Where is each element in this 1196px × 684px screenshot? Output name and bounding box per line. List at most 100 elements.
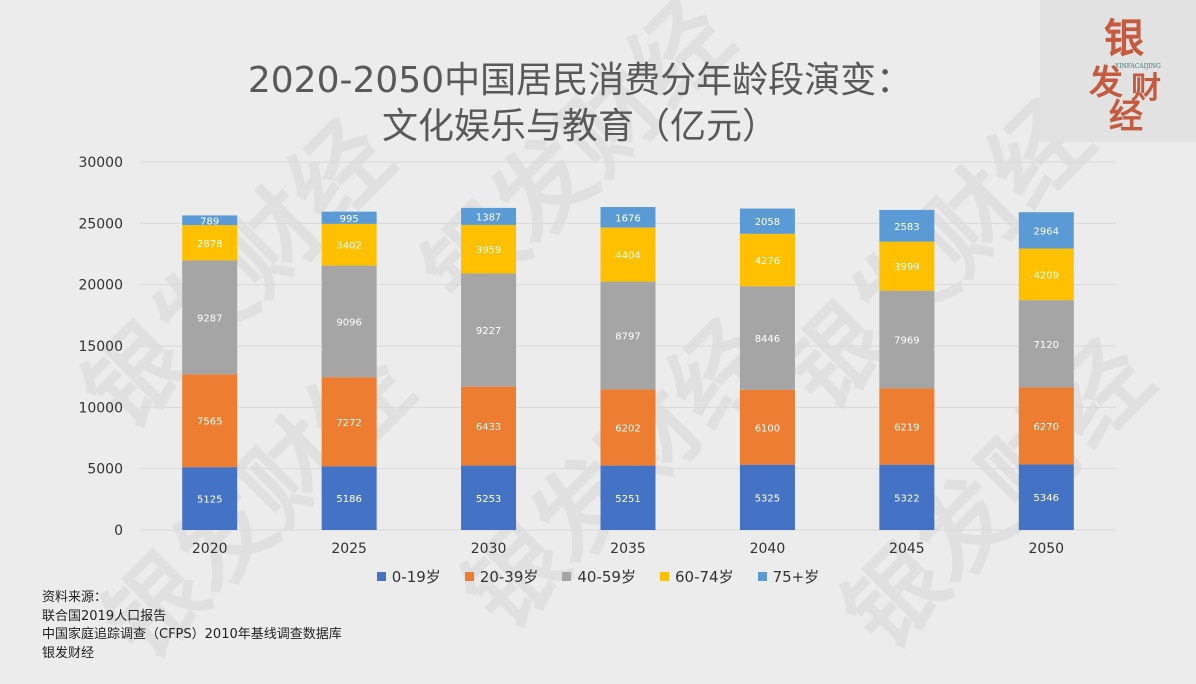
legend-swatch (562, 572, 572, 581)
data-label: 1676 (615, 213, 640, 224)
data-label: 995 (340, 214, 359, 225)
y-tick-label: 5000 (87, 462, 123, 478)
bar-segment (879, 209, 935, 242)
chart-title: 2020-2050中国居民消费分年龄段演变： 文化娱乐与教育（亿元） (0, 58, 1160, 150)
sources-heading: 资料来源： (42, 590, 108, 605)
chart-title-line2: 文化娱乐与教育（亿元） (381, 106, 778, 147)
legend-item: 20-39岁 (464, 566, 539, 587)
x-tick-label: 2045 (889, 541, 925, 557)
legend-label: 20-39岁 (479, 568, 539, 586)
source-line: 联合国2019人口报告 (42, 608, 167, 624)
bar-segment (1018, 212, 1074, 249)
data-label: 7272 (336, 418, 361, 429)
legend-label: 60-74岁 (674, 568, 734, 586)
legend-item: 0-19岁 (376, 566, 441, 587)
bar-segment (461, 224, 517, 274)
data-label: 3999 (894, 262, 919, 273)
x-tick-label: 2020 (192, 541, 228, 557)
data-label: 5346 (1034, 493, 1059, 504)
bar-segment (461, 207, 517, 225)
legend-item: 60-74岁 (659, 566, 734, 587)
data-label: 8797 (615, 332, 640, 343)
x-tick-label: 2050 (1028, 541, 1064, 557)
y-tick-label: 25000 (78, 216, 123, 232)
y-tick-label: 20000 (78, 278, 123, 294)
chart-title-line1: 2020-2050中国居民消费分年龄段演变： (247, 60, 913, 101)
bar-segment (182, 215, 238, 226)
data-label: 3959 (476, 245, 501, 256)
y-tick-label: 10000 (78, 400, 123, 416)
chart-legend: 0-19岁 20-39岁 40-59岁 60-74岁 75+岁 (0, 566, 1196, 587)
data-label: 7565 (197, 417, 222, 428)
brand-logo: 银 YINFACAIJING 发 财 经 (1040, 0, 1196, 142)
legend-swatch (376, 572, 386, 581)
bar-segment (321, 265, 377, 378)
bar-segment (1018, 248, 1074, 301)
data-label: 5253 (476, 494, 501, 505)
data-label: 6219 (894, 423, 919, 434)
data-label: 5125 (197, 495, 222, 506)
data-label: 4209 (1034, 270, 1059, 281)
y-tick-label: 15000 (78, 339, 123, 355)
bar-segment (461, 465, 517, 530)
bar-segment (879, 388, 935, 465)
bar-segment (739, 286, 795, 390)
legend-swatch (659, 572, 669, 581)
data-label: 5322 (894, 493, 919, 504)
bar-segment (321, 223, 377, 266)
data-label: 5186 (336, 494, 361, 505)
x-tick-label: 2035 (610, 541, 646, 557)
data-label: 6100 (755, 423, 780, 434)
legend-item: 40-59岁 (562, 566, 636, 587)
data-label: 2058 (755, 217, 780, 228)
data-label: 9096 (336, 317, 361, 328)
bar-segment (321, 466, 377, 530)
bar-segment (600, 389, 656, 466)
bar-segment (461, 273, 517, 387)
stacked-bar-chart: 0 5000 10000 15000 20000 25000 30000 5125 7565 92… (78, 155, 1116, 557)
bar-segment (1018, 464, 1074, 530)
data-label: 9227 (476, 326, 501, 337)
data-label: 4276 (755, 256, 780, 267)
data-label: 789 (200, 216, 219, 227)
x-tick-label: 2040 (750, 541, 786, 557)
logo-char-1: 银 (1104, 15, 1144, 62)
bar-segment (1018, 387, 1074, 465)
data-label: 5251 (615, 494, 640, 505)
bar-segment (739, 208, 795, 234)
data-label: 9287 (197, 313, 222, 324)
bar-segment (600, 465, 656, 530)
bar-segment (182, 467, 238, 530)
logo-char-4: 经 (1109, 97, 1143, 137)
source-line: 银发财经 (42, 645, 95, 661)
bar-segment (182, 374, 238, 468)
x-tick-label: 2030 (471, 541, 507, 557)
data-label: 2878 (197, 239, 222, 250)
bar-segment (321, 211, 377, 224)
bar-segment (739, 464, 795, 530)
bar-segment (739, 233, 795, 287)
bar-segment (600, 207, 656, 228)
legend-swatch (464, 572, 474, 581)
legend-label: 40-59岁 (577, 568, 636, 586)
data-label: 3402 (336, 241, 361, 252)
bar-segment (182, 225, 238, 261)
sources-note: 资料来源： 联合国2019人口报告 中国家庭追踪调查（CFPS）2010年基线调… (42, 589, 342, 663)
legend-item: 75+岁 (757, 566, 820, 587)
y-tick-label: 30000 (78, 155, 123, 171)
bar-segment (461, 386, 517, 466)
source-line: 中国家庭追踪调查（CFPS）2010年基线调查数据库 (42, 627, 342, 642)
bar-segment (879, 464, 935, 530)
bar-segment (600, 281, 656, 390)
data-label: 1387 (476, 212, 501, 223)
logo-char-3: 财 (1131, 71, 1161, 106)
data-label: 6202 (615, 424, 640, 435)
legend-swatch (757, 572, 767, 581)
data-label: 8446 (755, 334, 780, 345)
logo-char-2: 发 (1089, 63, 1123, 103)
bar-segment (739, 389, 795, 465)
logo-subtext: YINFACAIJING (1114, 63, 1161, 70)
data-label: 7969 (894, 336, 919, 347)
legend-label: 75+岁 (772, 568, 820, 586)
data-label: 5325 (755, 493, 780, 504)
